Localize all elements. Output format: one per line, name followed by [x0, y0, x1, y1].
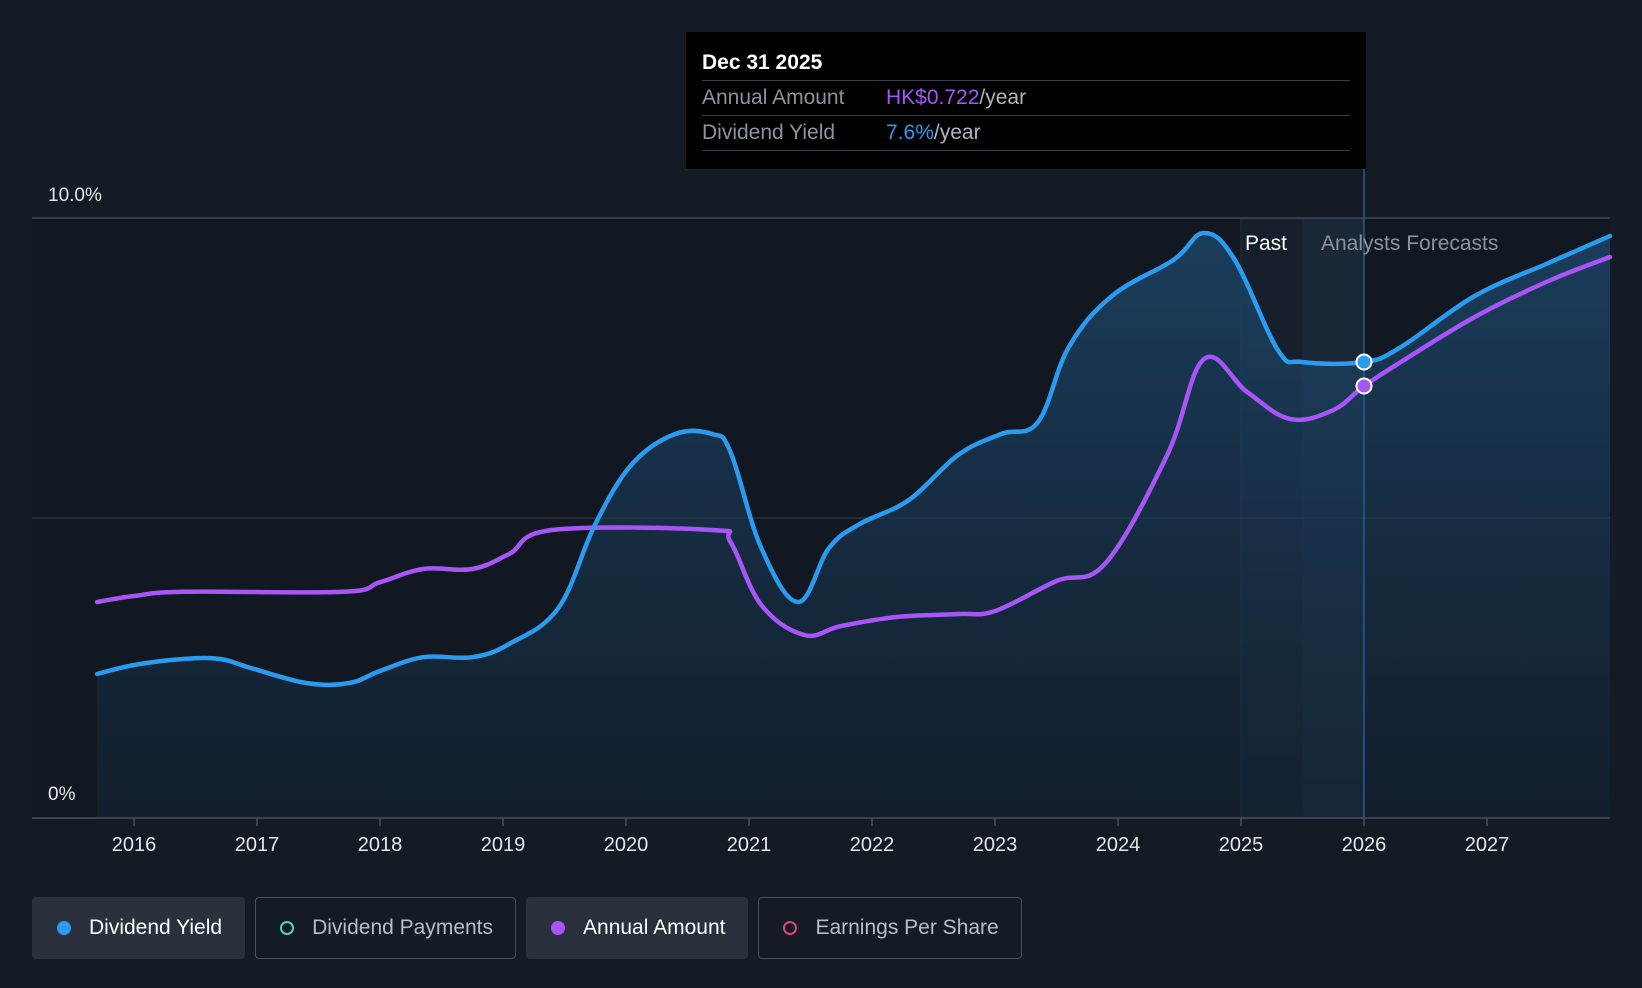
legend-label: Dividend Payments: [312, 916, 494, 939]
x-tick-label: 2023: [973, 834, 1018, 856]
legend-label: Annual Amount: [583, 916, 726, 939]
y-tick-label: 10.0%: [48, 185, 102, 206]
legend-annual-amount[interactable]: Annual Amount: [526, 897, 749, 959]
tooltip-unit: /year: [933, 121, 981, 144]
forecast-region-label: Analysts Forecasts: [1321, 232, 1498, 255]
tooltip-label: Dividend Yield: [702, 121, 836, 144]
dividend-yield-area: [97, 233, 1611, 818]
legend-dot-icon: [551, 921, 566, 935]
legend-label: Dividend Yield: [89, 916, 223, 939]
y-tick-label: 0%: [48, 784, 76, 805]
annual-amount-line: [94, 254, 1613, 639]
x-tick-label: 2022: [850, 834, 895, 856]
legend-dot-icon: [280, 921, 295, 935]
tooltip-row-annual-amount: Annual Amount HK$0.722 /year: [702, 81, 1350, 116]
dividend-yield-marker: [1355, 353, 1373, 371]
x-tick-label: 2016: [112, 834, 157, 856]
x-tick-label: 2019: [481, 834, 526, 856]
dividend-yield-line: [94, 230, 1613, 688]
legend-dot-icon: [57, 921, 71, 935]
tooltip-value: HK$0.722: [886, 86, 980, 109]
x-tick-label: 2026: [1342, 834, 1387, 856]
chart-tooltip: Dec 31 2025 Annual Amount HK$0.722 /year…: [686, 32, 1366, 169]
x-tick-label: 2025: [1219, 834, 1264, 856]
x-tick-label: 2020: [604, 834, 649, 856]
tooltip-unit: /year: [979, 86, 1027, 109]
tooltip-date: Dec 31 2025: [702, 46, 1350, 81]
legend-label: Earnings Per Share: [815, 916, 999, 939]
legend-dividend-payments[interactable]: Dividend Payments: [255, 897, 517, 959]
legend-dividend-yield[interactable]: Dividend Yield: [32, 897, 246, 959]
tooltip-label: Annual Amount: [702, 86, 845, 109]
past-region-label: Past: [1245, 232, 1287, 255]
x-tick-label: 2018: [358, 834, 403, 856]
legend-earnings-per-share[interactable]: Earnings Per Share: [758, 897, 1022, 959]
annual-amount-marker: [1355, 377, 1373, 395]
x-tick-label: 2017: [235, 834, 280, 856]
tooltip-row-dividend-yield: Dividend Yield 7.6% /year: [702, 116, 1350, 151]
x-tick-label: 2021: [727, 834, 772, 856]
chart-legend: Dividend Yield Dividend Payments Annual …: [32, 897, 1022, 961]
tooltip-value: 7.6%: [886, 121, 934, 144]
x-tick-label: 2027: [1465, 834, 1510, 856]
legend-dot-icon: [783, 921, 798, 935]
x-tick-label: 2024: [1096, 834, 1141, 856]
